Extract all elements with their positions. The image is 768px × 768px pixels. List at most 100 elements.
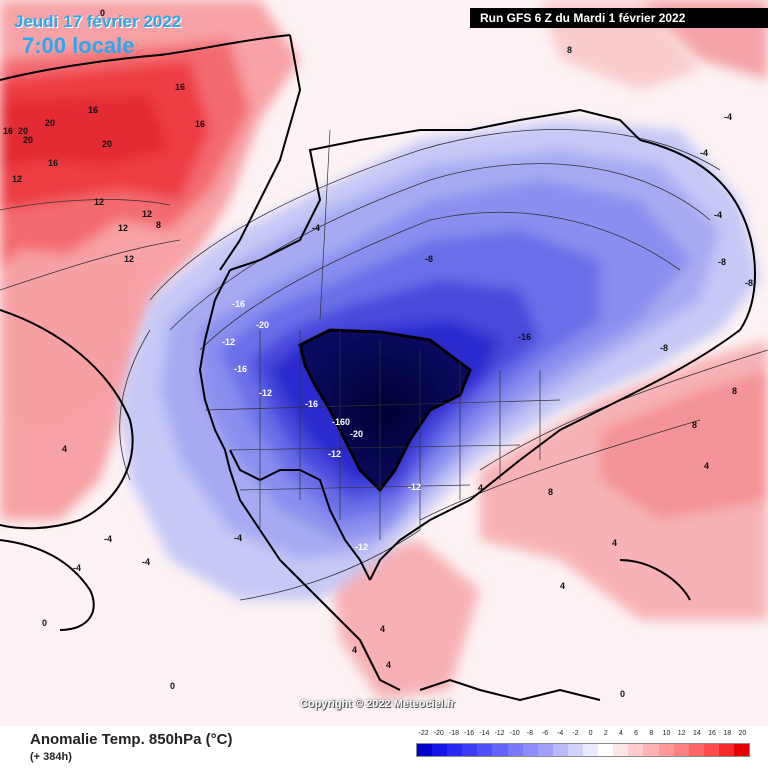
copyright-text: Copyright © 2022 Meteociel.fr [300, 698, 455, 710]
contour-label: 8 [692, 420, 697, 430]
contour-label: -12 [328, 449, 341, 459]
legend-color-cell [432, 744, 448, 756]
contour-label: -12 [222, 337, 235, 347]
legend-tick-label: 8 [649, 730, 654, 737]
legend-color-cell [447, 744, 463, 756]
contour-label: -8 [425, 254, 433, 264]
legend-color-cell [718, 744, 734, 756]
legend-color-cell [643, 744, 659, 756]
contour-label: 20 [23, 135, 33, 145]
variable-title: Anomalie Temp. 850hPa (°C) [30, 731, 233, 748]
forecast-local-time: 7:00 locale [22, 33, 135, 58]
legend-tick-label: -8 [526, 730, 533, 737]
legend-color-cell [462, 744, 478, 756]
legend-tick-labels: -22 -20 -18 -16 -14 -12 -10 -8 -6 -4 -2 0 2 4 6 8 10 12 14… [416, 730, 750, 742]
contour-label: -160 [332, 417, 350, 427]
legend-color-cell [522, 744, 538, 756]
contour-label: 4 [62, 444, 67, 454]
borders [204, 129, 561, 540]
legend-color-cell [537, 744, 553, 756]
contour-label: -12 [408, 482, 421, 492]
legend-tick-label: -12 [494, 730, 505, 737]
contour-labels: 16 16 16 16 20 20 20 20 16 12 12 12 12 1… [3, 8, 753, 699]
contour-label: 12 [94, 197, 104, 207]
contour-label: 4 [386, 660, 391, 670]
contour-label: 8 [548, 487, 553, 497]
legend-tick-label: 6 [634, 730, 639, 737]
legend-color-cell [688, 744, 704, 756]
contour-label: -4 [73, 563, 81, 573]
legend-color-cell [567, 744, 584, 756]
contour-label: 16 [175, 82, 185, 92]
contour-label: -8 [660, 343, 668, 353]
contour-label: -4 [142, 557, 150, 567]
legend-color-cell [628, 744, 644, 756]
contour-label: -4 [234, 533, 242, 543]
legend-color-cell [492, 744, 508, 756]
contour-label: 8 [732, 386, 737, 396]
coastlines [0, 34, 756, 702]
contour-minus20-line [298, 328, 472, 493]
legend-tick-label: -6 [541, 730, 549, 737]
contour-label: -20 [350, 429, 363, 439]
legend-tick-label: 2 [603, 730, 608, 737]
legend-color-cell [673, 744, 689, 756]
contour-label: -4 [312, 223, 320, 233]
legend-color-cell [613, 744, 629, 756]
contour-label: 16 [88, 105, 98, 115]
contour-label: -4 [714, 210, 722, 220]
contour-label: 8 [156, 220, 161, 230]
contour-label: 12 [124, 254, 134, 264]
contour-label: -8 [718, 257, 726, 267]
contour-label: 4 [478, 483, 483, 493]
contour-label: -16 [234, 364, 247, 374]
contour-label: -4 [700, 148, 708, 158]
contour-label: 0 [620, 689, 625, 699]
contour-label: 20 [102, 139, 112, 149]
contour-label: 8 [567, 45, 572, 55]
contour-label: 16 [3, 126, 13, 136]
forecast-date: Jeudi 17 février 2022 [14, 12, 182, 31]
legend-tick-label: 20 [738, 730, 747, 737]
contour-label: 20 [18, 126, 28, 136]
legend-tick-label: 0 [588, 730, 593, 737]
contour-label: 4 [560, 581, 565, 591]
contour-label: -4 [104, 534, 112, 544]
legend-color-cell [598, 744, 614, 756]
legend-color-cell [658, 744, 674, 756]
legend-tick-label: -10 [509, 730, 520, 737]
legend-color-cell [552, 744, 568, 756]
contour-label: 4 [612, 538, 617, 548]
contour-label: -4 [724, 112, 732, 122]
legend-tick-label: -2 [572, 730, 579, 737]
cold-core [300, 330, 470, 490]
contour-label: 4 [380, 624, 385, 634]
contour-label: 4 [704, 461, 709, 471]
contour-label: 0 [170, 681, 175, 691]
legend-tick-label: -4 [557, 730, 564, 737]
legend-color-cell [583, 744, 599, 756]
contour-label: 4 [352, 645, 357, 655]
contour-label: -20 [256, 320, 269, 330]
contour-label: -12 [259, 388, 272, 398]
forecast-hour: (+ 384h) [30, 751, 72, 763]
legend-color-cell [507, 744, 523, 756]
legend-tick-label: -16 [464, 730, 475, 737]
contour-label: 16 [48, 158, 58, 168]
legend-color-cell [733, 744, 750, 756]
legend-tick-label: -20 [433, 730, 444, 737]
map-footer: Anomalie Temp. 850hPa (°C) (+ 384h) -2 2 -… [0, 726, 768, 768]
contour-label: 0 [42, 618, 47, 628]
legend-color-bar [416, 743, 750, 757]
warm-anomaly-west [0, 0, 300, 520]
contour-label: 20 [45, 118, 55, 128]
contour-label: -8 [745, 278, 753, 288]
model-run-info: Run GFS 6 Z du Mardi 1 février 2022 [470, 8, 768, 28]
contour-label: 12 [12, 174, 22, 184]
legend-tick-label: 18 [723, 730, 732, 737]
contour-label: 16 [195, 119, 205, 129]
legend-tick-label: 10 [662, 730, 671, 737]
color-legend: -22 -20 -18 -16 -14 -12 -10 -8 -6 -4 -2 0 2 4 6 8 10 12 14… [416, 730, 750, 766]
